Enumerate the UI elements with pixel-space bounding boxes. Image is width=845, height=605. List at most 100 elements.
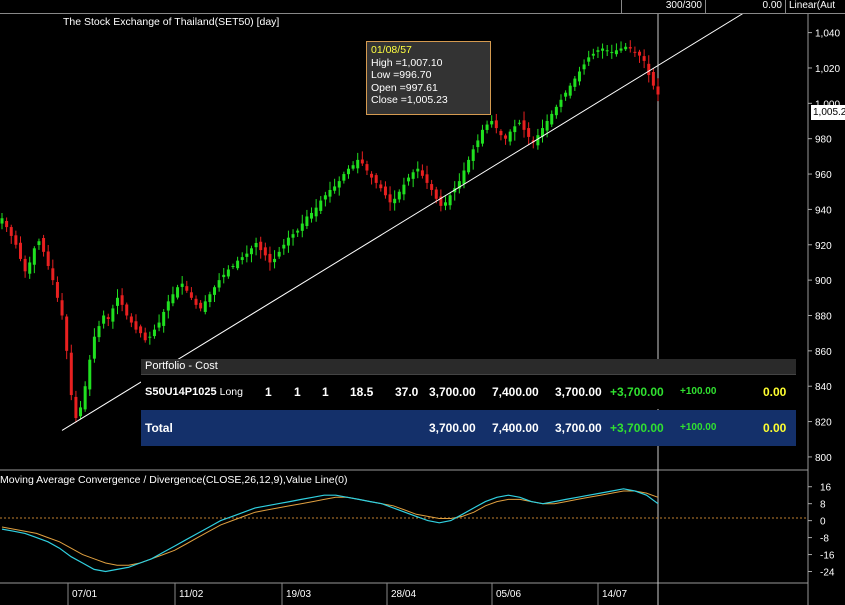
position-symbol: S50U14P1025 Long	[145, 386, 243, 398]
candle-body	[388, 194, 392, 203]
candle-body	[416, 168, 420, 172]
candle-body	[476, 140, 480, 148]
candle-body	[462, 170, 466, 185]
position-v3: 3,700.00	[555, 385, 602, 399]
candle-body	[37, 241, 41, 245]
candle-body	[554, 106, 558, 116]
candle-body	[282, 244, 286, 249]
candle-body	[379, 184, 383, 189]
candle-body	[647, 63, 651, 76]
candle-body	[614, 50, 618, 55]
price-tick-label: 980	[815, 135, 832, 146]
candle-body	[65, 316, 69, 351]
candle-body	[513, 126, 517, 133]
portfolio-total-row[interactable]: Total 3,700.00 7,400.00 3,700.00 +3,700.…	[141, 410, 796, 446]
portfolio-header: Portfolio - Cost	[141, 359, 796, 375]
candle-body	[125, 304, 129, 316]
candle-body	[346, 168, 350, 175]
candle-body	[305, 216, 309, 226]
candle-body	[83, 386, 87, 410]
position-v1: 3,700.00	[429, 385, 476, 399]
macd-tick-label: -24	[820, 568, 835, 579]
candle-body	[411, 172, 415, 179]
position-c2: 1	[294, 385, 301, 399]
scale-mode[interactable]: Linear(Aut	[785, 0, 845, 13]
candle-body	[494, 120, 498, 129]
total-label: Total	[145, 421, 173, 435]
position-pct: +100.00	[680, 386, 717, 397]
position-c3: 1	[322, 385, 329, 399]
candle-body	[129, 316, 133, 323]
price-tick-label: 800	[815, 453, 832, 464]
candle-body	[217, 280, 221, 288]
candle-body	[559, 99, 563, 107]
candle-body	[203, 301, 207, 312]
candle-body	[42, 238, 46, 252]
macd-line	[1, 488, 659, 573]
date-tick-label: 19/03	[286, 589, 311, 600]
macd-axis: 16 8 0 -8 -16 -24	[808, 483, 835, 579]
portfolio-row[interactable]: S50U14P1025 Long 1 1 1 18.5 37.0 3,700.0…	[141, 375, 796, 409]
position-cost: 37.0	[395, 385, 419, 399]
candle-body	[564, 92, 568, 97]
candle-body	[254, 243, 258, 248]
candle-body	[527, 128, 531, 137]
candle-body	[536, 135, 540, 146]
candle-body	[374, 175, 378, 183]
candle-body	[102, 315, 106, 324]
tooltip-open: Open =997.61	[371, 81, 438, 94]
price-tick-label: 1,020	[815, 64, 840, 75]
candle-body	[171, 294, 175, 304]
candle-body	[199, 302, 203, 309]
candle-body	[111, 308, 115, 322]
candle-body	[106, 317, 110, 320]
candle-body	[300, 223, 304, 231]
candle-body	[185, 286, 189, 291]
candle-body	[393, 198, 397, 204]
candle-body	[120, 295, 124, 305]
candle-body	[531, 140, 535, 143]
candle-body	[51, 268, 55, 281]
candle-body	[240, 257, 244, 260]
chart-frame	[0, 14, 809, 605]
candle-body	[28, 262, 32, 274]
candle-body	[314, 207, 318, 217]
macd-tick-label: -8	[820, 534, 829, 545]
candle-body	[550, 113, 554, 125]
candle-body	[365, 164, 369, 171]
total-v2: 7,400.00	[492, 421, 539, 435]
candle-body	[69, 352, 73, 396]
candle-body	[55, 282, 59, 298]
candle-body	[249, 248, 253, 255]
candle-body	[596, 50, 600, 52]
candle-body	[176, 287, 180, 298]
candle-body	[268, 253, 272, 263]
candle-body	[226, 269, 230, 277]
candle-body	[573, 78, 577, 87]
candle-body	[79, 407, 83, 417]
candle-body	[46, 251, 50, 266]
candle-body	[448, 195, 452, 206]
price-tick-label: 820	[815, 418, 832, 429]
candle-body	[439, 196, 443, 206]
candle-body	[319, 200, 323, 211]
candle-body	[157, 322, 161, 328]
total-last: 0.00	[763, 421, 787, 435]
candle-body	[587, 57, 591, 62]
candle-body	[480, 129, 484, 144]
candle-body	[245, 253, 249, 257]
candle-body	[443, 202, 447, 206]
price-tick-label: 880	[815, 311, 832, 322]
price-tick-label: 940	[815, 205, 832, 216]
chart-title: The Stock Exchange of Thailand(SET50) [d…	[63, 16, 280, 28]
candle-body	[180, 283, 184, 287]
candle-body	[370, 173, 374, 178]
date-tick-label: 11/02	[179, 589, 204, 600]
macd-tick-label: 0	[820, 517, 826, 528]
candle-body	[310, 212, 314, 219]
candle-body	[577, 71, 581, 82]
candle-body	[60, 300, 64, 316]
price-tick-label: 860	[815, 347, 832, 358]
date-tick-label: 28/04	[391, 589, 416, 600]
